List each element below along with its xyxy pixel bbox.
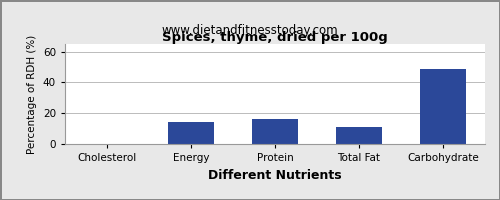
Bar [168, 122, 214, 144]
Bar [252, 119, 298, 144]
Y-axis label: Percentage of RDH (%): Percentage of RDH (%) [28, 34, 38, 154]
Title: Spices, thyme, dried per 100g: Spices, thyme, dried per 100g [162, 31, 388, 44]
X-axis label: Different Nutrients: Different Nutrients [208, 169, 342, 182]
Text: www.dietandfitnesstoday.com: www.dietandfitnesstoday.com [162, 24, 338, 37]
Bar [420, 69, 466, 144]
Bar [336, 127, 382, 144]
